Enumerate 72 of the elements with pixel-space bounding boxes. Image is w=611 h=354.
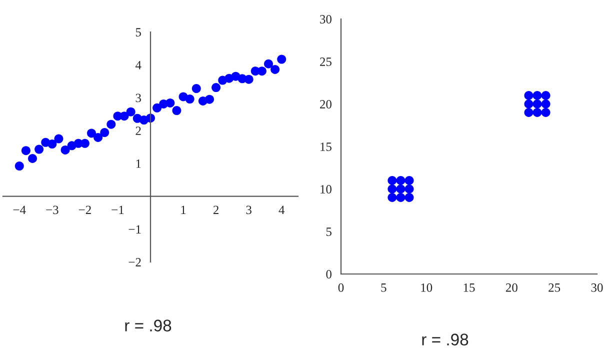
point xyxy=(541,91,550,100)
point xyxy=(388,184,397,194)
point xyxy=(14,162,24,171)
point xyxy=(94,132,103,142)
point xyxy=(48,140,57,149)
point xyxy=(54,134,64,144)
point xyxy=(87,128,96,138)
y-tick-label: 5 xyxy=(326,228,332,236)
point xyxy=(244,74,254,84)
point xyxy=(106,120,116,129)
x-tick-label: −2 xyxy=(78,206,91,214)
y-tick-label: −2 xyxy=(128,258,141,266)
point xyxy=(270,64,280,74)
x-tick-label: 25 xyxy=(548,283,560,292)
point xyxy=(152,103,162,112)
point xyxy=(192,84,201,94)
point xyxy=(388,176,397,185)
point xyxy=(532,91,542,100)
point xyxy=(541,100,550,108)
x-tick-label: −3 xyxy=(46,206,58,214)
point xyxy=(100,128,110,138)
point xyxy=(396,193,406,202)
x-tick-label: 3 xyxy=(246,206,252,214)
y-tick-label: 3 xyxy=(136,94,141,102)
point xyxy=(21,146,30,156)
y-tick-label: 25 xyxy=(320,58,332,66)
y-tick-label: −1 xyxy=(128,225,141,234)
y-tick-label: 2 xyxy=(136,126,141,135)
x-tick-label: 4 xyxy=(278,206,285,214)
point xyxy=(166,98,175,108)
x-tick-label: 0 xyxy=(338,283,344,292)
point xyxy=(264,59,273,68)
point xyxy=(60,145,70,154)
text: r = .98 xyxy=(125,320,172,332)
point xyxy=(396,184,406,194)
y-tick-label: 10 xyxy=(320,185,332,194)
point xyxy=(205,94,214,104)
y-tick-label: 1 xyxy=(136,160,141,168)
y-tick-label: 4 xyxy=(135,60,142,70)
text: r = .98 xyxy=(422,334,468,346)
x-tick-label: −4 xyxy=(13,206,26,214)
point xyxy=(524,108,534,117)
point xyxy=(524,91,534,100)
x-tick-label: 2 xyxy=(213,206,218,214)
y-tick-label: 15 xyxy=(320,142,332,151)
point xyxy=(34,144,44,154)
point xyxy=(532,108,542,117)
y-tick-label: 5 xyxy=(136,28,141,36)
x-tick-label: 10 xyxy=(421,283,432,292)
point xyxy=(172,106,182,116)
point xyxy=(404,184,414,194)
point xyxy=(185,94,194,104)
point xyxy=(404,193,414,202)
point xyxy=(388,193,397,202)
x-tick-label: 20 xyxy=(506,283,518,292)
point xyxy=(541,108,550,117)
point xyxy=(524,100,534,108)
point xyxy=(277,54,286,64)
y-tick-label: 0 xyxy=(326,270,332,278)
x-tick-label: 15 xyxy=(464,283,475,292)
x-tick-label: 30 xyxy=(591,283,603,292)
point xyxy=(532,100,542,108)
point xyxy=(212,83,221,92)
y-tick-label: 30 xyxy=(320,15,332,24)
point xyxy=(404,176,414,185)
point xyxy=(28,154,37,163)
point xyxy=(396,176,406,185)
x-tick-label: 1 xyxy=(181,206,186,214)
point xyxy=(126,107,136,116)
x-tick-label: 5 xyxy=(381,284,386,292)
y-tick-label: 20 xyxy=(320,100,332,108)
x-tick-label: −1 xyxy=(112,206,124,214)
